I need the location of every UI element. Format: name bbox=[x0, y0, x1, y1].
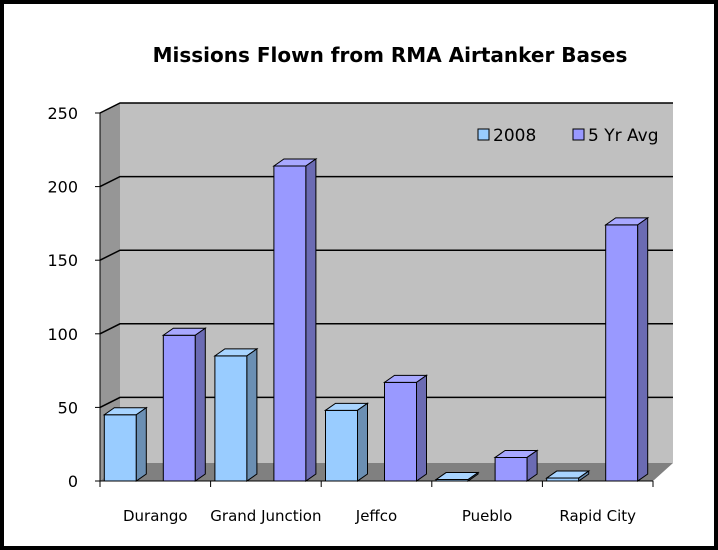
bar-side bbox=[357, 402, 368, 482]
chart-back-wall bbox=[120, 103, 673, 463]
bar-side bbox=[416, 374, 427, 482]
legend-swatch bbox=[477, 128, 490, 141]
bar bbox=[493, 449, 539, 482]
bars bbox=[102, 158, 650, 482]
bar-side bbox=[637, 216, 649, 482]
gridline bbox=[99, 396, 673, 409]
x-tick-label: Pueblo bbox=[462, 507, 512, 525]
bar bbox=[382, 374, 429, 482]
bar-side bbox=[246, 347, 258, 482]
y-tick-label: 100 bbox=[47, 325, 78, 344]
gridline bbox=[99, 249, 673, 261]
bar-front bbox=[605, 224, 639, 482]
y-tick-label: 250 bbox=[47, 104, 78, 123]
chart-title: Missions Flown from RMA Airtanker Bases bbox=[153, 43, 628, 67]
bar bbox=[272, 158, 318, 482]
legend-swatch bbox=[572, 128, 585, 141]
gridline bbox=[99, 175, 673, 188]
bar-side bbox=[194, 327, 206, 482]
bar-side bbox=[578, 470, 590, 482]
bar bbox=[102, 406, 148, 482]
y-tick-label: 200 bbox=[47, 178, 78, 197]
legend: 2008 5 Yr Avg bbox=[477, 126, 658, 146]
x-tick-label: Jeffco bbox=[355, 507, 397, 525]
bar bbox=[213, 347, 259, 482]
bar bbox=[161, 327, 207, 482]
gridlines bbox=[99, 102, 673, 409]
bar bbox=[323, 402, 370, 482]
legend-label: 2008 bbox=[493, 126, 536, 146]
bar-front bbox=[214, 355, 248, 482]
bar-front bbox=[325, 409, 358, 482]
x-tick-label: Grand Junction bbox=[210, 507, 321, 525]
bar-front bbox=[103, 414, 137, 482]
bar-front bbox=[384, 381, 417, 482]
x-tick-label: Durango bbox=[123, 507, 188, 525]
bar-side bbox=[305, 158, 317, 482]
y-tick-label: 50 bbox=[58, 398, 78, 417]
bar bbox=[434, 471, 480, 482]
bar bbox=[604, 216, 650, 482]
bar bbox=[545, 470, 591, 482]
gridline bbox=[99, 323, 673, 335]
axes: 0 50 100 150 200 250 Durango Grand Junction Jeff… bbox=[47, 104, 654, 525]
bar-front bbox=[273, 165, 307, 482]
bar-front bbox=[162, 334, 196, 482]
y-tick-label: 0 bbox=[68, 472, 78, 491]
x-tick-label: Rapid City bbox=[559, 507, 636, 525]
y-tick-label: 150 bbox=[47, 251, 78, 270]
gridline bbox=[99, 102, 673, 114]
bar-front bbox=[494, 456, 528, 482]
bar-side bbox=[526, 449, 538, 482]
bar-side bbox=[135, 406, 147, 482]
legend-label: 5 Yr Avg bbox=[588, 126, 658, 146]
chart-side-wall bbox=[100, 103, 120, 481]
